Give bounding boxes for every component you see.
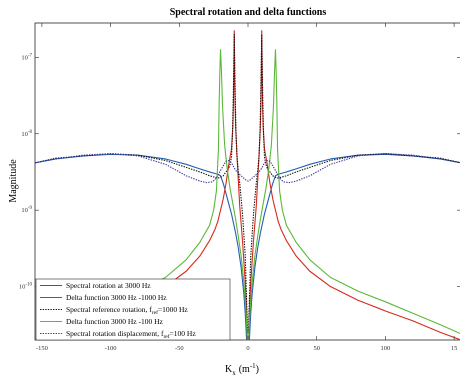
y-axis-label: Magnitude [8, 159, 19, 203]
y-tick-label: 10-7 [21, 53, 32, 61]
y-tick-label: 10-8 [21, 130, 32, 138]
legend-items: Spectral rotation at 3000 Hz Delta functi… [40, 281, 196, 340]
x-axis-ticks: -150 -100 -50 0 50 100 15 [36, 23, 457, 352]
legend-box [35, 278, 231, 341]
legend-label-3: Spectral reference rotation, fref=1000 H… [66, 305, 188, 316]
y-tick-label: 10-9 [21, 206, 32, 214]
legend-label-5: Spectral rotation displacement, fref=100… [66, 329, 196, 340]
x-tick-label: 100 [381, 345, 391, 352]
x-axis-label-unit-close: ) [256, 364, 259, 375]
x-axis-label-unit-superscript: -1 [250, 362, 256, 370]
series-group [35, 30, 460, 340]
legend-label-2: Delta function 3000 Hz -1000 Hz [66, 293, 167, 302]
y-axis-ticks: 10-10 10-9 10-8 10-7 [19, 53, 460, 291]
legend-label-1: Spectral rotation at 3000 Hz [66, 281, 151, 290]
legend-label-4: Delta function 3000 Hz -100 Hz [66, 317, 164, 326]
x-tick-label: -150 [36, 345, 48, 352]
x-axis-label-subscript: x [232, 369, 236, 377]
series-line-2 [35, 30, 460, 340]
series-line-4 [35, 49, 460, 340]
x-tick-label: -50 [175, 345, 184, 352]
chart-title: Spectral rotation and delta functions [170, 7, 327, 18]
series-line-3 [35, 33, 460, 333]
x-axis-label: Kx (m-1) [225, 362, 259, 377]
x-tick-label: 0 [246, 345, 249, 352]
x-tick-label: -100 [105, 345, 117, 352]
legend: Spectral rotation at 3000 Hz Delta functi… [35, 278, 231, 341]
y-tick-label: 10-10 [19, 283, 33, 291]
series-line-1 [35, 153, 460, 340]
x-tick-label: 50 [313, 345, 320, 352]
x-axis-label-unit-open: (m [239, 364, 250, 375]
x-axis-label-main: K [225, 364, 233, 375]
x-tick-label: 15 [451, 345, 458, 352]
series-line-5 [35, 153, 460, 184]
